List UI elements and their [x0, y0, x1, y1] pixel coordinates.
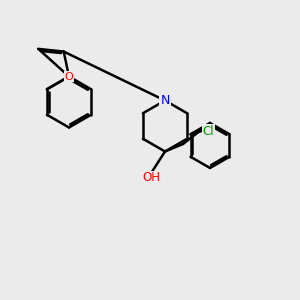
Text: O: O [64, 71, 74, 82]
Text: N: N [160, 94, 170, 107]
Text: Cl: Cl [203, 125, 214, 138]
Text: OH: OH [142, 171, 160, 184]
